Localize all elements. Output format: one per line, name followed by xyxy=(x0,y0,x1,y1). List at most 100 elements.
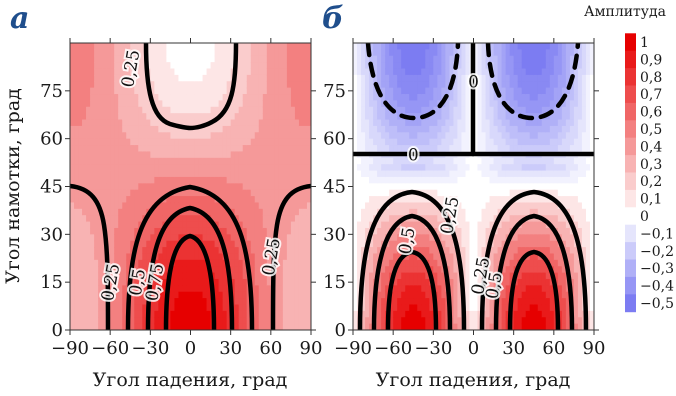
heatmap-cell xyxy=(473,247,479,255)
heatmap-cell xyxy=(234,234,240,242)
heatmap-cell xyxy=(242,55,248,63)
heatmap-cell xyxy=(497,227,503,235)
heatmap-cell xyxy=(78,157,83,165)
heatmap-cell xyxy=(381,68,386,76)
heatmap-cell xyxy=(298,94,304,101)
heatmap-cell xyxy=(393,304,398,312)
heatmap-cell xyxy=(230,202,236,210)
heatmap-cell xyxy=(134,106,139,114)
heatmap-cell xyxy=(465,202,471,210)
heatmap-cell xyxy=(525,164,531,172)
heatmap-cell xyxy=(150,247,155,255)
heatmap-cell xyxy=(302,189,308,197)
heatmap-cell xyxy=(477,62,483,70)
heatmap-cell xyxy=(114,317,119,325)
heatmap-cell xyxy=(509,125,515,133)
heatmap-cell xyxy=(529,100,535,108)
heatmap-cell xyxy=(98,170,103,178)
heatmap-cell xyxy=(493,100,499,108)
heatmap-cell xyxy=(397,49,402,57)
heatmap-cell xyxy=(154,55,159,63)
heatmap-cell xyxy=(409,55,414,63)
heatmap-cell xyxy=(425,106,430,114)
heatmap-cell xyxy=(126,151,131,159)
heatmap-cell xyxy=(98,81,103,89)
heatmap-cell xyxy=(78,43,83,50)
heatmap-cell xyxy=(381,266,386,274)
heatmap-cell xyxy=(218,298,224,306)
heatmap-cell xyxy=(298,285,304,293)
heatmap-cell xyxy=(210,125,216,133)
heatmap-cell xyxy=(357,176,362,184)
heatmap-cell xyxy=(250,278,256,286)
heatmap-cell xyxy=(86,94,91,101)
heatmap-cell xyxy=(529,196,535,204)
heatmap-cell xyxy=(146,183,151,191)
heatmap-cell xyxy=(206,87,212,95)
heatmap-cell xyxy=(465,164,471,172)
heatmap-cell xyxy=(170,132,176,140)
heatmap-cell xyxy=(258,164,264,172)
heatmap-cell xyxy=(266,74,272,82)
heatmap-cell xyxy=(409,202,414,210)
heatmap-cell xyxy=(258,196,264,204)
heatmap-cell xyxy=(417,259,422,267)
heatmap-cell xyxy=(393,125,398,133)
heatmap-cell xyxy=(238,106,244,114)
heatmap-cell xyxy=(441,145,446,153)
heatmap-cell xyxy=(545,68,551,76)
heatmap-cell xyxy=(226,145,232,153)
heatmap-cell xyxy=(549,62,555,70)
heatmap-cell xyxy=(258,221,264,229)
heatmap-cell xyxy=(178,278,184,286)
heatmap-cell xyxy=(166,100,172,108)
heatmap-cell xyxy=(238,132,244,140)
heatmap-cell xyxy=(533,55,539,63)
heatmap-cell xyxy=(90,151,95,159)
heatmap-cell xyxy=(114,164,119,172)
heatmap-cell xyxy=(258,247,264,255)
heatmap-cell xyxy=(361,221,366,229)
heatmap-cell xyxy=(421,164,426,172)
heatmap-cell xyxy=(294,291,300,299)
heatmap-cell xyxy=(397,196,402,204)
heatmap-cell xyxy=(238,259,244,267)
heatmap-cell xyxy=(413,100,418,108)
heatmap-cell xyxy=(290,43,296,50)
heatmap-cell xyxy=(369,138,374,146)
heatmap-cell xyxy=(278,215,284,223)
heatmap-cell xyxy=(122,221,127,229)
heatmap-cell xyxy=(357,94,362,101)
heatmap-cell xyxy=(134,227,139,235)
heatmap-cell xyxy=(178,43,184,50)
heatmap-cell xyxy=(497,234,503,242)
heatmap-cell xyxy=(449,215,455,223)
heatmap-cell xyxy=(485,68,491,76)
heatmap-cell xyxy=(425,189,430,197)
heatmap-cell xyxy=(230,113,236,121)
heatmap-cell xyxy=(206,170,212,178)
heatmap-cell xyxy=(553,113,559,121)
heatmap-cell xyxy=(214,151,220,159)
heatmap-cell xyxy=(202,151,208,159)
heatmap-cell xyxy=(425,43,430,50)
heatmap-cell xyxy=(182,119,188,127)
heatmap-cell xyxy=(397,62,402,70)
heatmap-cell xyxy=(389,157,394,165)
heatmap-cell xyxy=(453,189,459,197)
heatmap-cell xyxy=(445,176,450,184)
heatmap-cell xyxy=(202,43,208,50)
heatmap-cell xyxy=(98,183,103,191)
heatmap-cell xyxy=(90,253,95,261)
heatmap-cell xyxy=(302,278,308,286)
heatmap-cell xyxy=(130,240,135,248)
heatmap-cell xyxy=(138,74,143,82)
heatmap-cell xyxy=(242,285,248,293)
heatmap-cell xyxy=(393,145,398,153)
heatmap-cell xyxy=(389,87,394,95)
heatmap-cell xyxy=(222,170,228,178)
heatmap-cell xyxy=(106,125,111,133)
heatmap-cell xyxy=(90,55,95,63)
heatmap-cell xyxy=(138,43,143,50)
heatmap-cell xyxy=(541,278,547,286)
